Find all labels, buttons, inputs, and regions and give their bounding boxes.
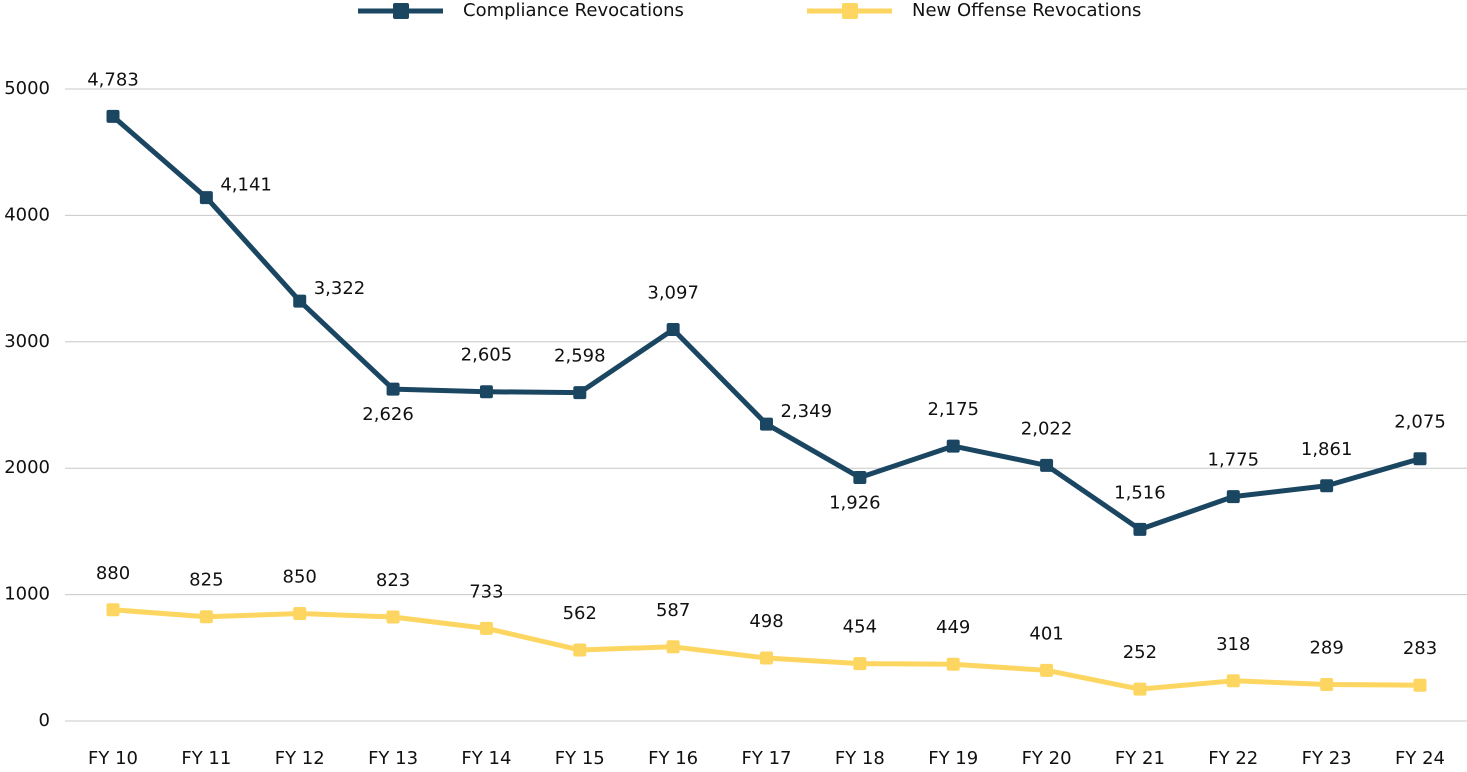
data-label: 2,605 xyxy=(461,345,513,366)
point-marker xyxy=(1040,663,1054,677)
data-label: 4,141 xyxy=(220,175,272,196)
point-marker xyxy=(853,471,867,485)
point-marker xyxy=(386,610,400,624)
point-marker xyxy=(1320,479,1334,493)
data-label: 1,926 xyxy=(829,493,881,514)
point-marker xyxy=(1133,522,1147,536)
data-label: 2,175 xyxy=(927,399,979,420)
point-marker xyxy=(106,603,120,617)
y-tick-label: 5000 xyxy=(4,78,50,99)
y-tick-label: 1000 xyxy=(4,584,50,605)
x-tick-label: FY 12 xyxy=(275,748,325,769)
data-label: 2,075 xyxy=(1394,412,1446,433)
point-marker xyxy=(199,191,213,205)
data-label: 2,626 xyxy=(362,404,414,425)
point-marker xyxy=(293,607,307,621)
point-marker xyxy=(1226,674,1240,688)
y-tick-label: 4000 xyxy=(4,204,50,225)
point-marker xyxy=(666,640,680,654)
x-tick-label: FY 16 xyxy=(648,748,698,769)
data-label: 587 xyxy=(656,600,690,621)
data-label: 449 xyxy=(936,617,970,638)
data-label: 1,861 xyxy=(1301,439,1353,460)
point-marker xyxy=(199,610,213,624)
x-tick-label: FY 21 xyxy=(1115,748,1165,769)
point-marker xyxy=(386,382,400,396)
data-label: 562 xyxy=(563,603,597,624)
x-tick-label: FY 20 xyxy=(1022,748,1072,769)
x-tick-label: FY 17 xyxy=(742,748,792,769)
point-marker xyxy=(946,439,960,453)
data-label: 252 xyxy=(1123,642,1157,663)
point-marker xyxy=(479,385,493,399)
data-label: 454 xyxy=(843,617,877,638)
data-label: 3,322 xyxy=(314,278,366,299)
data-label: 850 xyxy=(283,567,317,588)
data-label: 283 xyxy=(1403,638,1437,659)
point-marker xyxy=(853,657,867,671)
data-label: 823 xyxy=(376,570,410,591)
point-marker xyxy=(573,386,587,400)
x-tick-label: FY 22 xyxy=(1208,748,1258,769)
legend-label: New Offense Revocations xyxy=(912,0,1141,21)
data-label: 1,516 xyxy=(1114,482,1166,503)
x-tick-label: FY 11 xyxy=(181,748,231,769)
point-marker xyxy=(1413,452,1427,466)
data-label: 318 xyxy=(1216,634,1250,655)
point-marker xyxy=(293,294,307,308)
point-marker xyxy=(666,323,680,337)
x-tick-label: FY 15 xyxy=(555,748,605,769)
data-label: 4,783 xyxy=(87,69,139,90)
point-marker xyxy=(760,417,773,431)
point-marker xyxy=(1133,682,1147,696)
x-tick-label: FY 24 xyxy=(1395,748,1445,769)
x-tick-label: FY 13 xyxy=(368,748,418,769)
legend-marker xyxy=(393,3,409,19)
x-tick-label: FY 10 xyxy=(88,748,138,769)
point-marker xyxy=(479,621,493,635)
data-label: 2,349 xyxy=(781,401,833,422)
x-tick-label: FY 18 xyxy=(835,748,885,769)
data-label: 498 xyxy=(749,611,783,632)
point-marker xyxy=(1040,458,1054,472)
point-marker xyxy=(946,657,960,671)
y-tick-label: 0 xyxy=(39,710,50,731)
point-marker xyxy=(106,109,120,123)
data-label: 3,097 xyxy=(647,283,699,304)
x-tick-label: FY 23 xyxy=(1302,748,1352,769)
point-marker xyxy=(1320,677,1334,691)
data-label: 1,775 xyxy=(1208,450,1260,471)
data-label: 733 xyxy=(469,581,503,602)
point-marker xyxy=(1226,490,1240,504)
legend-marker xyxy=(842,3,858,19)
point-marker xyxy=(1413,678,1427,692)
data-label: 2,598 xyxy=(554,346,606,367)
data-label: 880 xyxy=(96,563,130,584)
x-tick-label: FY 19 xyxy=(928,748,978,769)
legend-label: Compliance Revocations xyxy=(463,0,684,21)
x-tick-label: FY 14 xyxy=(461,748,511,769)
data-label: 2,022 xyxy=(1021,418,1073,439)
data-label: 401 xyxy=(1029,623,1063,644)
point-marker xyxy=(573,643,587,657)
data-label: 825 xyxy=(189,570,223,591)
point-marker xyxy=(760,651,773,665)
data-label: 289 xyxy=(1309,637,1343,658)
y-tick-label: 3000 xyxy=(4,331,50,352)
y-tick-label: 2000 xyxy=(4,457,50,478)
